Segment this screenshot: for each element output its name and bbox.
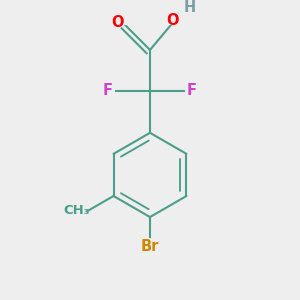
Text: O: O	[111, 15, 124, 30]
Text: F: F	[187, 83, 197, 98]
Text: CH₃: CH₃	[63, 204, 89, 217]
Text: H: H	[184, 0, 196, 15]
Text: F: F	[103, 83, 113, 98]
Text: Br: Br	[141, 239, 159, 254]
Text: O: O	[167, 13, 179, 28]
